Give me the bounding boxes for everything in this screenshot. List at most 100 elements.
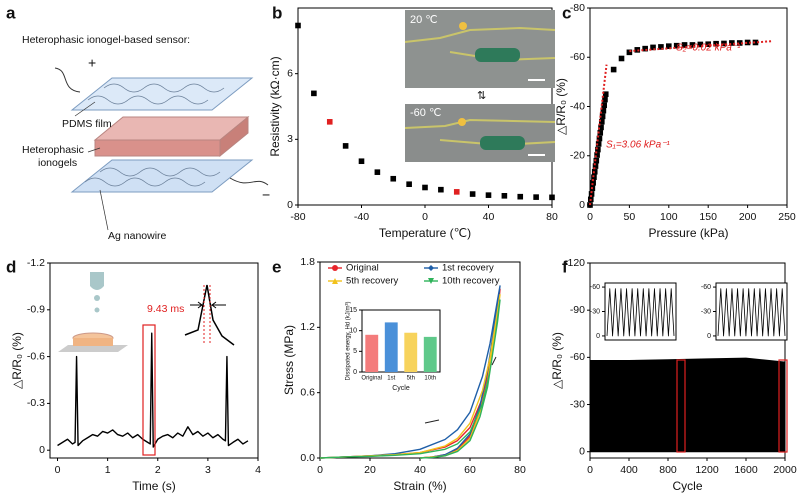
dropper — [90, 272, 104, 290]
data-point — [596, 135, 603, 142]
legend-marker — [332, 278, 338, 284]
nanowires — [87, 83, 225, 105]
data-point — [549, 194, 555, 201]
nanowires — [84, 167, 221, 187]
photo-label: 20 ℃ — [410, 14, 438, 26]
y-axis-label: Resistivity (kΩ·cm) — [268, 56, 282, 156]
x-tick-label: 0 — [317, 464, 323, 476]
data-line — [606, 288, 675, 337]
y-tick-label: -0.3 — [27, 397, 45, 409]
panel-label: e — [272, 257, 281, 276]
x-tick-label: Original — [361, 376, 382, 382]
y-tick-label: 15 — [349, 307, 357, 314]
leader-line — [87, 147, 101, 153]
x-tick-label: 1600 — [734, 464, 758, 476]
data-point — [595, 146, 601, 153]
overlay: 20 ℃ ⇅ -60 ℃ S₂=0.02 kPa⁻¹ S₁=3.06 kPa⁻¹… — [58, 10, 788, 456]
y-tick-label: 6 — [287, 67, 293, 79]
data-point — [598, 124, 604, 131]
x-tick-label: 10th — [424, 376, 436, 382]
x-axis-label: Temperature (℃) — [379, 226, 471, 240]
data-line — [319, 285, 501, 459]
bar — [423, 336, 437, 372]
data-point — [592, 163, 599, 169]
photo-clip — [480, 136, 525, 150]
data-point — [390, 175, 397, 182]
x-tick-label: 20 — [364, 464, 376, 476]
data-point — [453, 189, 460, 195]
y-tick-label: -60 — [701, 284, 711, 291]
x-tick-label: 400 — [620, 464, 638, 476]
y-tick-label: 0 — [596, 333, 600, 340]
data-point — [713, 40, 719, 47]
data-point — [588, 191, 595, 197]
panel-label: a — [6, 3, 16, 22]
data-point — [626, 49, 633, 56]
legend-marker — [332, 265, 338, 271]
legend-marker — [428, 278, 434, 284]
sensor-diagram: Heterophasic ionogel-based sensor: + − P… — [22, 34, 270, 242]
y-axis-label: △R/R₀ (%) — [554, 78, 568, 135]
data-point — [600, 107, 607, 114]
diagram-title: Heterophasic ionogel-based sensor: — [22, 34, 190, 46]
data-point — [689, 42, 696, 48]
y-tick-label: -40 — [570, 100, 585, 112]
leader-line — [99, 189, 109, 231]
data-point — [602, 96, 608, 103]
y-tick-label: 1.8 — [300, 256, 315, 268]
data-point — [697, 41, 704, 48]
y-tick-label: -80 — [570, 2, 585, 14]
data-point — [729, 40, 735, 46]
y-tick-label: -1.2 — [27, 257, 45, 269]
y-tick-label: 10 — [349, 328, 357, 335]
legend-marker — [428, 265, 434, 271]
legend-label: 5th recovery — [346, 276, 399, 287]
y-tick-label: 0.6 — [300, 386, 315, 398]
bar — [404, 332, 418, 372]
y-tick-label: 0 — [707, 333, 711, 340]
y-tick-label: -120 — [564, 257, 585, 269]
data-point — [599, 113, 606, 120]
data-point — [681, 42, 688, 48]
x-tick-label: 40 — [483, 211, 495, 223]
top-film — [70, 77, 254, 111]
data-point — [618, 55, 625, 62]
x-tick-label: 800 — [659, 464, 677, 476]
data-point — [438, 186, 444, 193]
x-tick-label: 40 — [414, 464, 426, 476]
data-point — [593, 157, 600, 164]
bottom-film — [70, 159, 254, 193]
x-tick-label: 5th — [407, 376, 415, 382]
ionogel-side — [219, 115, 249, 158]
data-point — [736, 40, 743, 46]
x-tick-label: 80 — [514, 464, 526, 476]
data-point — [342, 143, 349, 149]
bar — [384, 322, 398, 372]
x-tick-label: 100 — [660, 211, 678, 223]
x-tick-label: 1 — [105, 464, 111, 476]
data-point — [485, 192, 492, 198]
data-line — [57, 332, 249, 448]
nanowire-label: Ag nanowire — [108, 230, 167, 242]
data-point — [406, 181, 412, 188]
negative-sign: − — [262, 187, 270, 203]
data-point — [744, 39, 751, 46]
data-point — [597, 130, 604, 136]
x-tick-label: 60 — [464, 464, 476, 476]
y-tick-label: -30 — [701, 308, 711, 315]
peak-width-label: 9.43 ms — [147, 303, 184, 315]
y-tick-label: -60 — [570, 351, 585, 363]
x-axis-label: Strain (%) — [393, 479, 446, 493]
y-tick-label: 0 — [579, 199, 585, 211]
photo-droplet — [458, 118, 466, 126]
wire — [54, 67, 81, 93]
positive-sign: + — [88, 55, 96, 71]
highlight-box — [778, 359, 788, 453]
substrate — [58, 345, 128, 352]
data-point — [658, 44, 664, 50]
y-tick-label: -30 — [590, 308, 600, 315]
data-point — [602, 91, 609, 97]
data-point — [517, 193, 524, 200]
data-point — [634, 47, 641, 53]
